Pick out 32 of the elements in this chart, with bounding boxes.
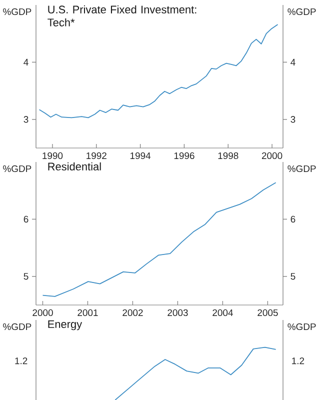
- line-series: [42, 182, 276, 297]
- x-tick-label: 2005: [258, 309, 278, 316]
- y-tick-label: 3: [24, 116, 28, 123]
- y2-axis-title: %GDP: [288, 8, 316, 16]
- y2-tick-label: 6: [290, 216, 296, 223]
- x-tick-label: 1992: [86, 152, 106, 160]
- text: 1.2: [292, 357, 304, 364]
- x-tick-label: 2000: [262, 152, 282, 160]
- y2-tick-label: 5: [290, 273, 296, 280]
- chart-title: U.S. Private Fixed Investment: Tech*: [48, 5, 196, 26]
- x-tick-label: 2001: [78, 309, 98, 316]
- y-tick-label: 6: [24, 216, 28, 223]
- x-tick-label: 1998: [218, 152, 238, 160]
- y-axis-title: %GDP: [3, 323, 32, 330]
- x-tick-label: 1996: [174, 152, 194, 160]
- y2-tick-label: 3: [290, 116, 296, 123]
- y-tick-label: 5: [24, 273, 28, 280]
- x-tick-label: 2004: [212, 309, 233, 316]
- x-tick-label: 2000: [32, 309, 53, 316]
- y2-axis-title: %GDP: [288, 323, 316, 330]
- y-tick-label: 4: [24, 58, 28, 66]
- text: 1.2: [15, 357, 28, 364]
- x-tick-label: 2002: [122, 309, 143, 316]
- x-tick-label: 2003: [168, 309, 188, 316]
- y2-axis-title: %GDP: [288, 165, 316, 172]
- chart-title: Residential: [48, 162, 101, 170]
- x-tick-label: 1994: [130, 152, 151, 160]
- chart-title: Energy: [48, 320, 82, 330]
- x-tick-label: 1990: [42, 152, 63, 160]
- y-axis-title: %GDP: [3, 165, 32, 172]
- y-axis-title: %GDP: [3, 8, 32, 16]
- y2-tick-label: 4: [290, 58, 296, 66]
